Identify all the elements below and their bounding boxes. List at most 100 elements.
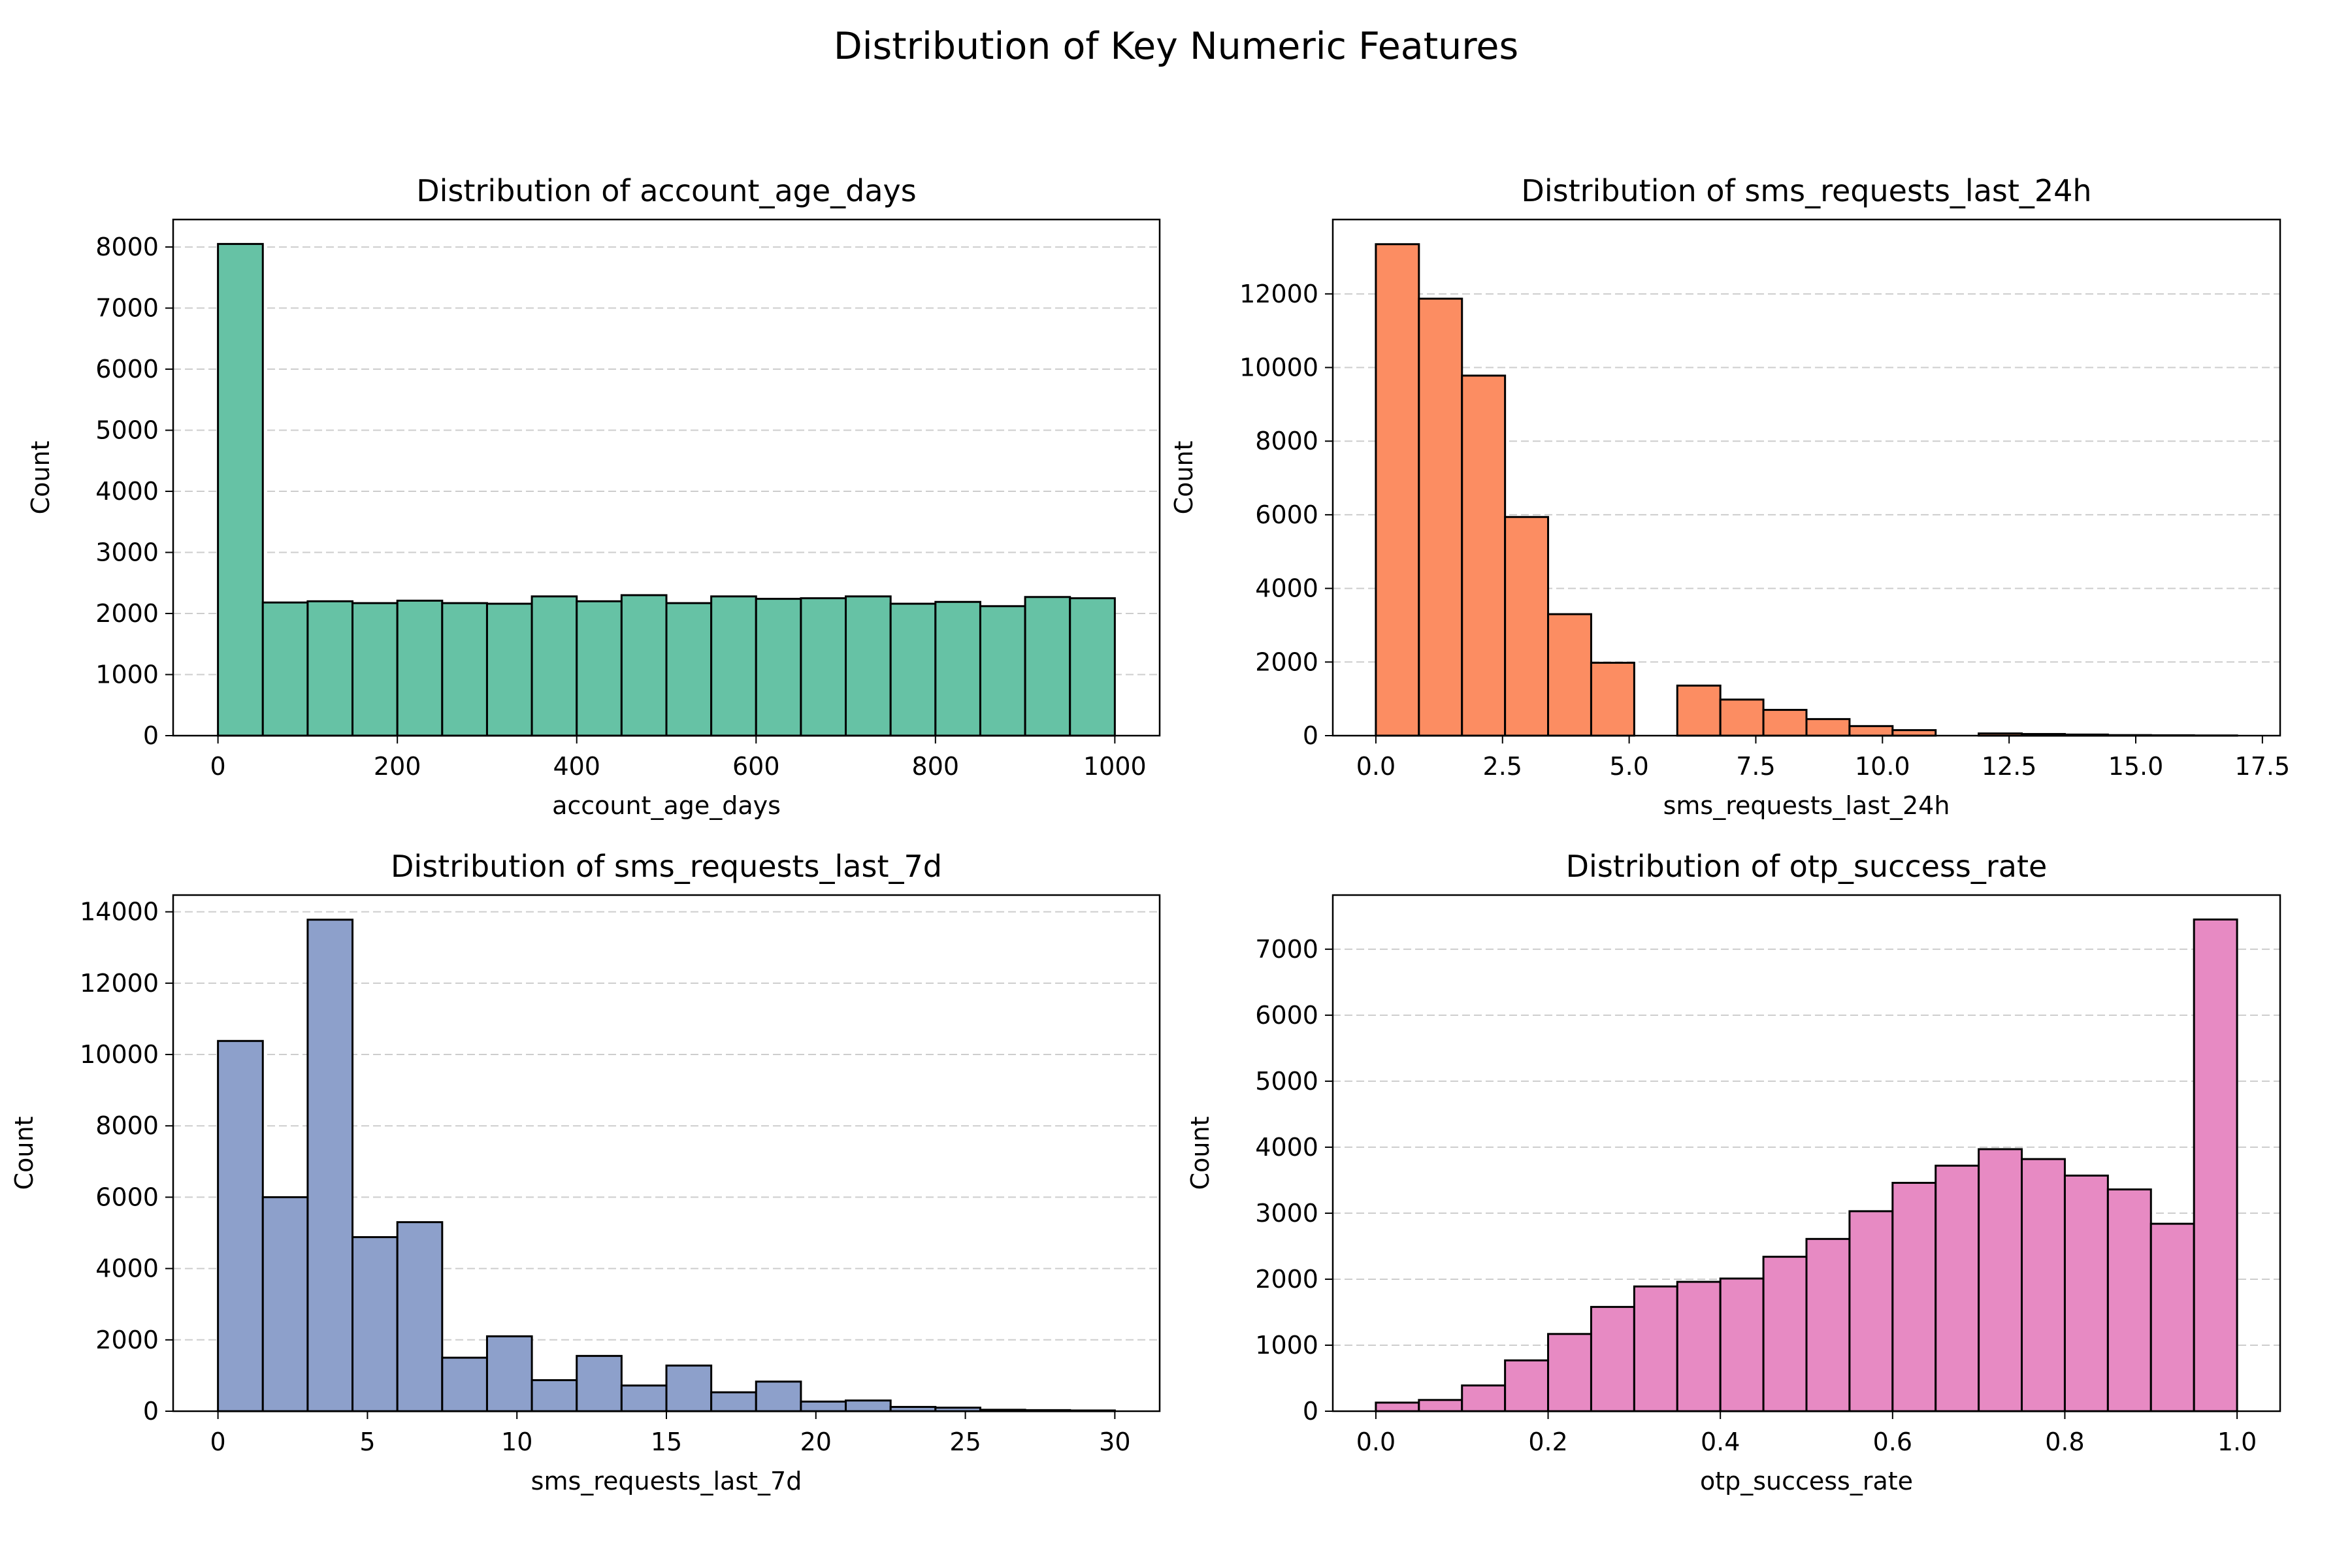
panel-title: Distribution of account_age_days — [416, 173, 916, 208]
y-axis-label: Count — [26, 441, 55, 515]
y-tick-label: 4000 — [1255, 1133, 1318, 1162]
y-tick-label: 6000 — [95, 1183, 159, 1211]
histogram-bar — [1719, 698, 1765, 737]
x-tick-label: 0.8 — [2045, 1428, 2084, 1456]
x-tick-label: 5 — [359, 1428, 375, 1456]
histogram-bar — [1504, 515, 1550, 737]
histogram-bar — [1935, 1164, 1980, 1413]
panel-title: Distribution of sms_requests_last_7d — [391, 849, 942, 884]
y-tick-label: 12000 — [1239, 280, 1318, 308]
histogram-bar — [1418, 297, 1463, 737]
x-tick-label: 1.0 — [2217, 1428, 2257, 1456]
x-tick-label: 15.0 — [2108, 752, 2164, 781]
x-tick-label: 0.0 — [1356, 752, 1396, 781]
x-tick-label: 0.2 — [1528, 1428, 1567, 1456]
y-tick-label: 6000 — [1255, 500, 1318, 529]
y-tick-label: 4000 — [1255, 574, 1318, 603]
y-tick-label: 0 — [1303, 1397, 1318, 1426]
histogram-bar — [889, 602, 937, 737]
x-tick-label: 10 — [501, 1428, 532, 1456]
y-tick-label: 8000 — [95, 233, 159, 261]
histogram-bar — [710, 1391, 757, 1413]
y-tick-label: 7000 — [1255, 935, 1318, 964]
histogram-bar — [1375, 1401, 1420, 1413]
histogram-bar — [306, 600, 354, 737]
histogram-account-age-days: 0 1000 2000 3000 4000 5000 6000 7000 8000 0 200 400… — [26, 173, 1161, 820]
y-tick-label: 4000 — [95, 1254, 159, 1283]
histogram-bar — [710, 595, 757, 737]
y-tick-label: 6000 — [1255, 1001, 1318, 1030]
x-axis-label: sms_requests_last_7d — [531, 1467, 802, 1495]
histogram-bar — [2106, 1188, 2152, 1413]
x-axis-label: sms_requests_last_24h — [1663, 791, 1950, 820]
histogram-bar — [755, 598, 802, 737]
histogram-bar — [1891, 1181, 1937, 1413]
histogram-bar — [1547, 1333, 1592, 1413]
histogram-bar — [620, 1384, 668, 1413]
histogram-bar — [396, 599, 444, 737]
histogram-bar — [845, 595, 892, 737]
histogram-bar — [485, 602, 533, 737]
histogram-bar — [1024, 596, 1071, 737]
histogram-bar — [576, 1354, 623, 1413]
panel-title: Distribution of sms_requests_last_24h — [1521, 173, 2091, 208]
histogram-bar — [576, 600, 623, 737]
y-tick-label: 2000 — [1255, 647, 1318, 676]
x-tick-label: 10.0 — [1855, 752, 1910, 781]
histogram-bar — [1461, 1384, 1507, 1413]
histogram-bar — [620, 594, 668, 737]
y-tick-label: 2000 — [1255, 1265, 1318, 1294]
y-tick-label: 1000 — [95, 661, 159, 689]
histogram-bar — [1762, 709, 1808, 737]
x-tick-label: 0.0 — [1356, 1428, 1396, 1456]
y-tick-label: 10000 — [80, 1040, 159, 1069]
histogram-bar — [1504, 1359, 1550, 1413]
y-tick-label: 1000 — [1255, 1331, 1318, 1360]
histogram-bar — [800, 597, 847, 737]
histogram-bar — [665, 1364, 713, 1413]
histogram-bar — [979, 605, 1026, 737]
histogram-bar — [351, 1236, 399, 1413]
y-tick-label: 8000 — [95, 1111, 159, 1140]
x-tick-label: 600 — [732, 752, 780, 781]
histogram-bar — [2193, 918, 2238, 1413]
y-tick-label: 3000 — [1255, 1199, 1318, 1228]
y-tick-label: 0 — [143, 721, 159, 750]
histogram-bar — [261, 1196, 309, 1413]
y-tick-label: 6000 — [95, 355, 159, 384]
y-tick-label: 5000 — [95, 416, 159, 445]
histogram-bar — [1848, 1210, 1894, 1413]
plot-frame — [172, 218, 1161, 737]
histogram-bar — [306, 919, 354, 1413]
figure-title: Distribution of Key Numeric Features — [833, 25, 1519, 68]
histogram-bar — [755, 1380, 802, 1413]
x-axis-label: otp_success_rate — [1700, 1467, 1913, 1495]
x-tick-label: 1000 — [1083, 752, 1147, 781]
y-tick-label: 10000 — [1239, 353, 1318, 382]
y-tick-label: 3000 — [95, 538, 159, 567]
y-tick-label: 12000 — [80, 969, 159, 998]
x-tick-label: 0 — [210, 752, 226, 781]
x-tick-label: 0.4 — [1701, 1428, 1740, 1456]
y-tick-label: 2000 — [95, 599, 159, 628]
histogram-bar — [1848, 725, 1894, 737]
x-tick-label: 5.0 — [1609, 752, 1648, 781]
x-axis-label: account_age_days — [552, 791, 781, 820]
plot-frame — [1331, 218, 2281, 737]
histogram-bar — [1805, 1237, 1851, 1413]
x-tick-label: 7.5 — [1736, 752, 1775, 781]
x-tick-label: 800 — [912, 752, 960, 781]
histogram-bar — [1676, 1281, 1722, 1413]
histogram-bar — [1805, 718, 1851, 737]
histogram-bar — [1461, 374, 1507, 737]
histogram-sms-requests-last-7d: 0 2000 4000 6000 8000 10000 12000 14000 0 5 10 15 20… — [10, 849, 1161, 1495]
histogram-bar — [531, 1379, 578, 1413]
x-tick-label: 15 — [651, 1428, 682, 1456]
histogram-bar — [441, 602, 488, 737]
y-tick-label: 0 — [1303, 721, 1318, 750]
histogram-bar — [2149, 1222, 2195, 1413]
y-tick-label: 8000 — [1255, 427, 1318, 455]
histogram-bar — [1547, 613, 1592, 737]
histogram-bar — [934, 600, 981, 737]
histogram-bar — [1719, 1277, 1765, 1413]
